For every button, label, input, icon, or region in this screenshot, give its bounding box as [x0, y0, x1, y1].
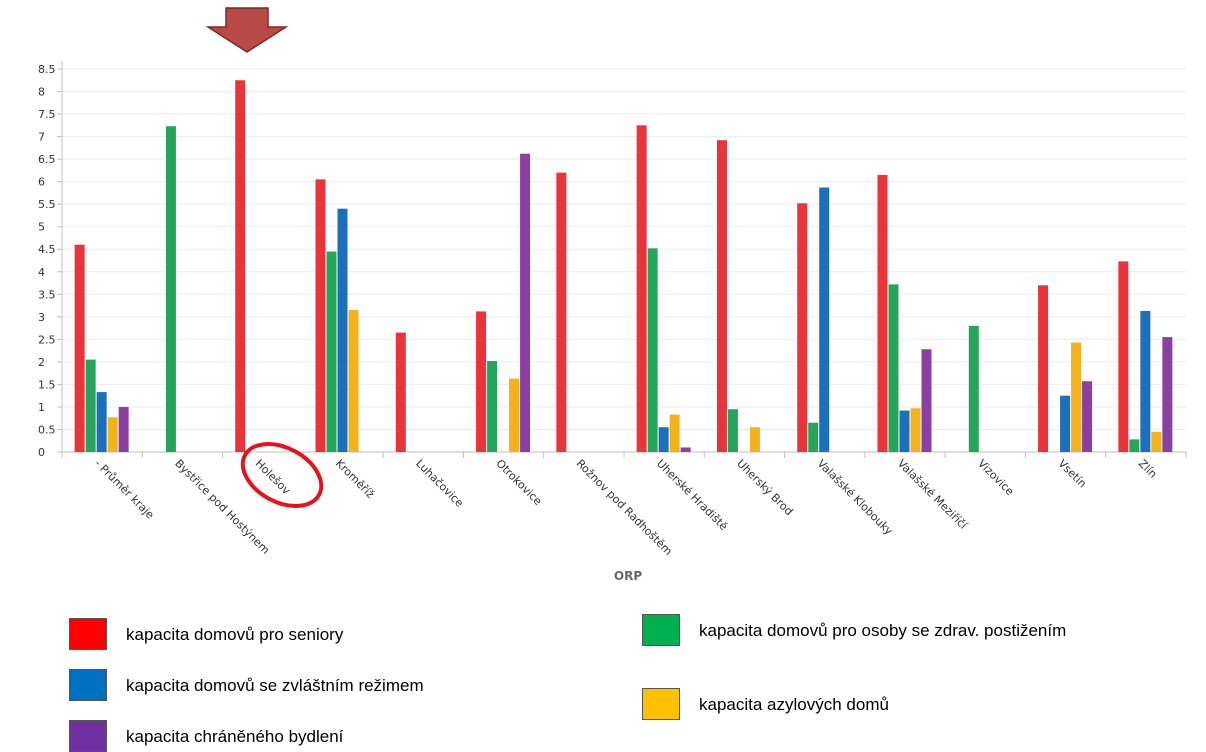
x-tick-label: Vizovice: [975, 457, 1016, 498]
bar: [1060, 395, 1071, 452]
annotations: [205, 7, 324, 508]
bar: [808, 422, 819, 452]
legend-label: kapacita domovů se zvláštním režimem: [126, 676, 424, 695]
x-tick-label: Valašské Klobouky: [815, 457, 896, 538]
bar: [1082, 381, 1093, 452]
bar: [636, 125, 647, 452]
bar: [85, 359, 96, 452]
bar: [315, 179, 326, 453]
bar: [877, 174, 888, 452]
bar: [520, 153, 531, 453]
y-tick-label: 1.5: [38, 378, 56, 391]
x-tick-label: - Průměr kraje: [92, 457, 157, 522]
legend-swatch: [69, 720, 107, 752]
y-tick-label: 7: [38, 131, 45, 144]
bar: [716, 140, 727, 453]
x-axis: - Průměr kraje Bystřice pod HostýnemHoleš…: [61, 452, 1187, 558]
bar: [509, 378, 520, 452]
bar: [968, 325, 979, 452]
bars: [74, 80, 1173, 453]
y-tick-label: 2: [38, 356, 45, 369]
legend-label: kapacita domovů pro osoby se zdrav. post…: [699, 621, 1067, 640]
legend-item-sheltered-housing: kapacita chráněného bydlení: [69, 720, 343, 752]
bar: [819, 187, 830, 452]
legend-swatch: [69, 618, 107, 650]
bar: [1140, 310, 1151, 452]
legend-item-special-regime: kapacita domovů se zvláštním režimem: [69, 669, 424, 701]
y-tick-label: 0: [38, 446, 45, 459]
bar: [1151, 431, 1162, 452]
bar: [118, 406, 129, 452]
y-tick-label: 3: [38, 311, 45, 324]
bar: [107, 417, 118, 452]
bar: [235, 80, 246, 452]
x-tick-label: Zlín: [1136, 457, 1160, 481]
y-tick-label: 4.5: [38, 243, 56, 256]
bar: [487, 360, 498, 452]
bar-chart: 0 0.5 1 1.5 2 2.5 3 3.5 4 4.5 5 5.5 6 6.5 7 7.5 8 8.5 - P…: [38, 7, 1187, 583]
y-tick-label: 5.5: [38, 198, 56, 211]
bar: [1118, 261, 1129, 452]
bar: [165, 126, 176, 453]
legend-swatch: [69, 669, 107, 701]
y-tick-label: 0.5: [38, 423, 56, 436]
x-tick-label: Luhačovice: [413, 457, 466, 510]
bar: [1071, 342, 1082, 452]
legend-item-seniors: kapacita domovů pro seniory: [69, 618, 343, 650]
bar: [556, 172, 567, 452]
x-tick-label: Vsetín: [1055, 457, 1089, 491]
bar: [899, 410, 910, 452]
bar: [680, 447, 691, 452]
legend-label: kapacita domovů pro seniory: [126, 625, 344, 644]
legend-item-asylum: kapacita azylových domů: [642, 688, 889, 720]
bar: [797, 203, 808, 452]
y-tick-label: 8.5: [38, 63, 56, 76]
legend-swatch: [642, 688, 680, 720]
y-tick-label: 6.5: [38, 153, 56, 166]
legend-label: kapacita azylových domů: [699, 695, 889, 714]
bar: [749, 427, 760, 452]
bar: [96, 392, 107, 452]
y-tick-label: 5: [38, 221, 45, 234]
legend-item-disabled: kapacita domovů pro osoby se zdrav. post…: [642, 614, 1147, 646]
y-tick-label: 6: [38, 176, 45, 189]
bar: [326, 251, 337, 452]
x-tick-label: Bystřice pod Hostýnem: [172, 457, 272, 557]
y-axis: 0 0.5 1 1.5 2 2.5 3 3.5 4 4.5 5 5.5 6 6.5 7 7.5 8 8.5: [38, 61, 63, 459]
y-tick-label: 1: [38, 401, 45, 414]
bar: [395, 332, 406, 452]
bar: [337, 208, 348, 452]
bar: [910, 408, 921, 452]
bar: [888, 284, 899, 452]
bar: [74, 244, 85, 452]
x-tick-label: Valašské Meziříčí: [895, 457, 970, 532]
x-tick-label: Kroměříž: [333, 457, 377, 501]
bar: [727, 409, 738, 452]
x-tick-label: Uherské Hradiště: [654, 457, 730, 533]
legend-swatch: [642, 614, 680, 646]
bar: [921, 349, 932, 452]
bar: [1038, 285, 1049, 452]
bar: [647, 248, 658, 452]
bar: [1162, 337, 1173, 452]
bar: [348, 310, 359, 452]
x-axis-title: ORP: [614, 569, 642, 583]
bar: [669, 414, 680, 452]
x-tick-label: Rožnov pod Radhoštěm: [574, 457, 675, 558]
y-tick-label: 2.5: [38, 333, 56, 346]
grid-lines: [62, 68, 1186, 453]
bar: [1129, 439, 1140, 452]
y-tick-label: 3.5: [38, 288, 56, 301]
y-tick-label: 7.5: [38, 108, 56, 121]
bar: [476, 311, 487, 452]
bar: [658, 427, 669, 452]
y-tick-label: 8: [38, 86, 45, 99]
x-tick-label: Uherský Brod: [734, 457, 795, 518]
x-tick-label: Otrokovice: [493, 457, 544, 508]
y-tick-label: 4: [38, 266, 45, 279]
highlight-circle: [240, 442, 324, 508]
down-arrow-icon: [205, 7, 289, 53]
legend-label: kapacita chráněného bydlení: [126, 727, 344, 746]
